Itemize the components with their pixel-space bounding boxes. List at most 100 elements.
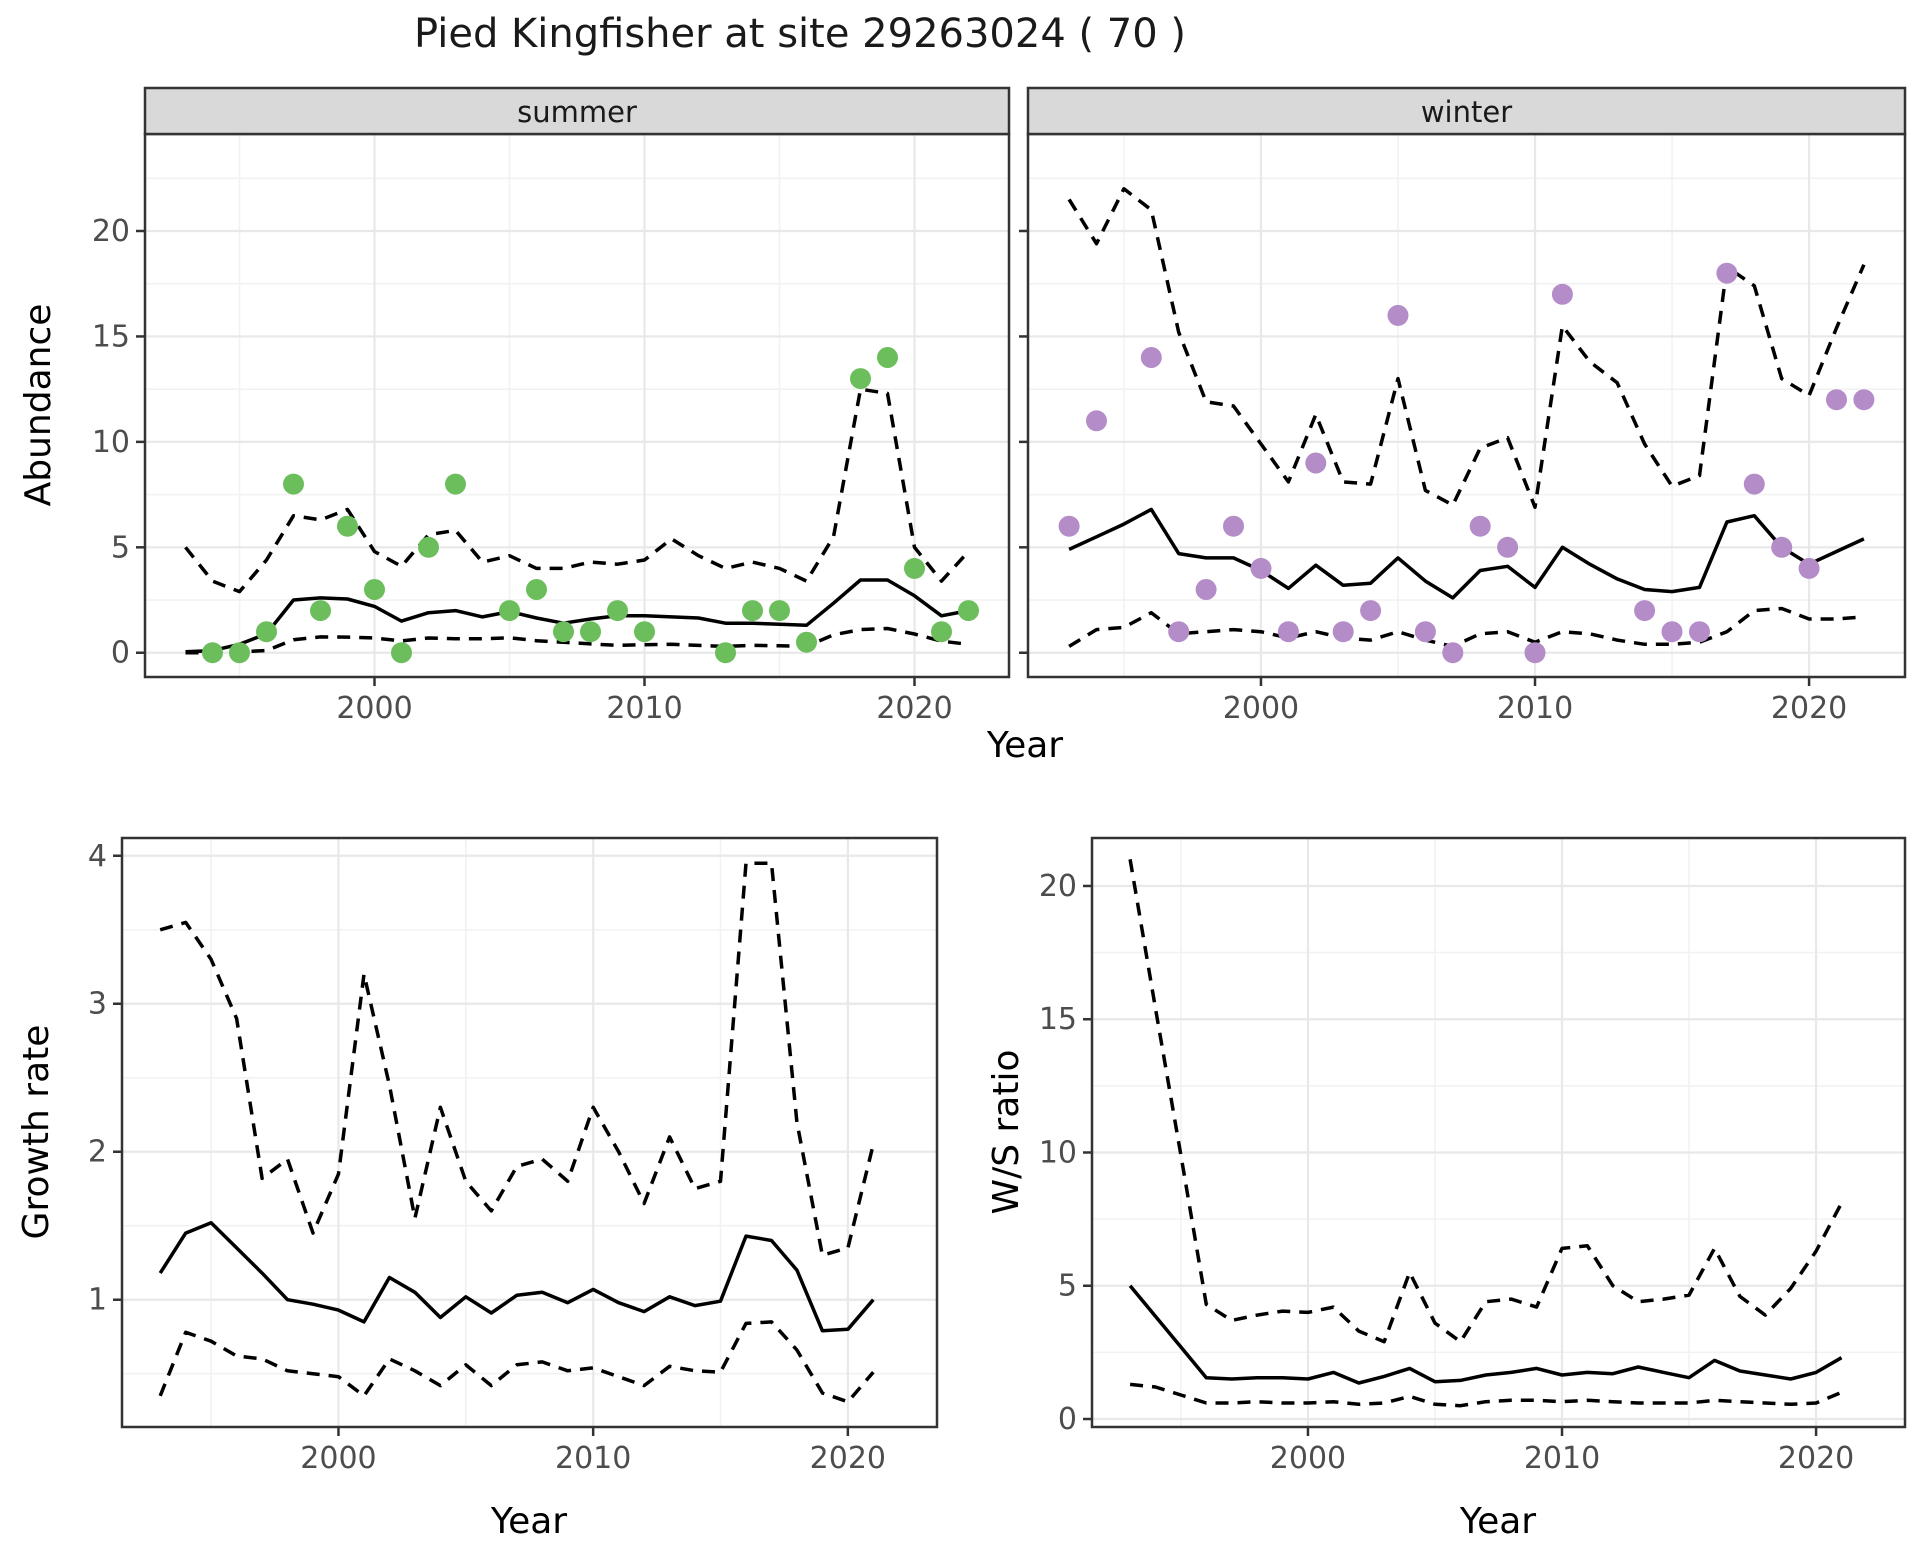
data-point [1743, 473, 1765, 495]
data-point [1853, 389, 1875, 411]
data-point [742, 600, 763, 622]
data-point [580, 621, 601, 643]
data-point [283, 473, 304, 495]
series-upper_ci [1067, 187, 1866, 509]
y-tick-label: 5 [111, 530, 130, 565]
data-point [337, 515, 358, 537]
data-point [1086, 410, 1107, 432]
y-axis-title-ws-ratio: W/S ratio [985, 1049, 1027, 1215]
data-point [1305, 452, 1327, 474]
series-lower_ci [1068, 606, 1865, 649]
data-point [1250, 557, 1272, 579]
x-tick-label: 2000 [1223, 691, 1299, 726]
data-point [391, 642, 412, 664]
panel-border [120, 836, 939, 1429]
data-point [1414, 621, 1436, 643]
data-point [310, 600, 331, 622]
data-point [499, 600, 520, 622]
data-point [1551, 283, 1573, 305]
series-upper_ci [184, 387, 970, 594]
y-tick-label: 2 [88, 1135, 107, 1170]
x-tick-label: 2010 [555, 1441, 631, 1476]
x-tick-label: 2020 [810, 1441, 886, 1476]
panel-abundance_winter: 2000 2010 2020 [1019, 86, 1907, 726]
data-point [607, 600, 628, 622]
data-point [1716, 262, 1738, 284]
data-point [1140, 347, 1162, 368]
data-point [526, 579, 547, 600]
data-point [1332, 621, 1354, 643]
facet-strip-winter [1026, 86, 1907, 136]
data-point [634, 621, 655, 643]
data-point [796, 631, 817, 653]
y-tick-label: 0 [1058, 1402, 1077, 1437]
data-point [553, 621, 574, 643]
data-point [1387, 304, 1409, 326]
y-tick-label: 20 [92, 214, 130, 249]
data-point [1469, 515, 1491, 537]
data-point [418, 536, 439, 558]
series-upper_ci [159, 861, 875, 1258]
panel-border [1090, 836, 1907, 1429]
data-point [256, 621, 277, 643]
data-point [1826, 389, 1847, 411]
x-tick-label: 2010 [1524, 1441, 1600, 1476]
data-point [1277, 621, 1299, 643]
data-point [1634, 600, 1656, 622]
x-axis-title-year-bottom-right: Year [1459, 1500, 1537, 1542]
data-point [931, 621, 952, 643]
y-axis-title-growth-rate: Growth rate [15, 1024, 57, 1240]
y-tick-label: 10 [92, 425, 130, 460]
x-tick-label: 2020 [876, 691, 952, 726]
data-point [1442, 642, 1464, 664]
y-tick-label: 1 [88, 1283, 107, 1318]
series-lower_ci [185, 626, 969, 655]
data-point [364, 579, 385, 600]
x-tick-label: 2000 [336, 691, 412, 726]
x-tick-label: 2000 [1270, 1441, 1346, 1476]
series-median_fit [1068, 507, 1865, 600]
series-median_ratio [1128, 1284, 1843, 1385]
x-tick-label: 2020 [1778, 1441, 1854, 1476]
y-tick-label: 15 [92, 319, 130, 354]
series-median_growth [158, 1221, 875, 1333]
data-point [715, 642, 736, 664]
y-tick-label: 5 [1058, 1269, 1077, 1304]
x-tick-label: 2010 [606, 691, 682, 726]
data-point [1771, 536, 1793, 558]
data-point [1223, 515, 1244, 537]
y-tick-label: 0 [111, 636, 130, 671]
observed_abundance_summer [202, 347, 979, 664]
data-point [1661, 621, 1683, 643]
x-tick-label: 2000 [300, 1441, 376, 1476]
series-lower_ci [1129, 1382, 1843, 1408]
data-point [958, 600, 979, 622]
data-point [904, 557, 925, 579]
data-point [1168, 621, 1190, 643]
data-point [1497, 536, 1519, 558]
y-tick-label: 3 [88, 987, 107, 1022]
data-point [1689, 621, 1710, 643]
facet-strip-label-summer: summer [517, 95, 637, 129]
facet-strip-label-winter: winter [1420, 95, 1513, 129]
chart-title: Pied Kingfisher at site 29263024 ( 70 ) [413, 11, 1187, 57]
data-point [445, 473, 466, 495]
x-tick-label: 2010 [1497, 691, 1573, 726]
data-point [229, 642, 250, 664]
data-point [877, 347, 898, 368]
panel-growth_rate: 2000 2010 2020 1 2 3 4 [88, 836, 939, 1476]
series-lower_ci [158, 1320, 875, 1404]
data-point [202, 642, 223, 664]
data-point [1524, 642, 1546, 664]
y-tick-label: 4 [88, 839, 107, 874]
observed_abundance_winter [1058, 262, 1875, 664]
x-tick-label: 2020 [1771, 691, 1847, 726]
y-axis-title-abundance: Abundance [17, 303, 59, 507]
panel-abundance_summer: 2000 2010 2020 0 5 10 15 20 [92, 86, 1011, 726]
y-tick-label: 10 [1039, 1135, 1077, 1170]
data-point [1058, 515, 1080, 537]
data-point [1195, 579, 1217, 600]
data-point [850, 368, 871, 390]
